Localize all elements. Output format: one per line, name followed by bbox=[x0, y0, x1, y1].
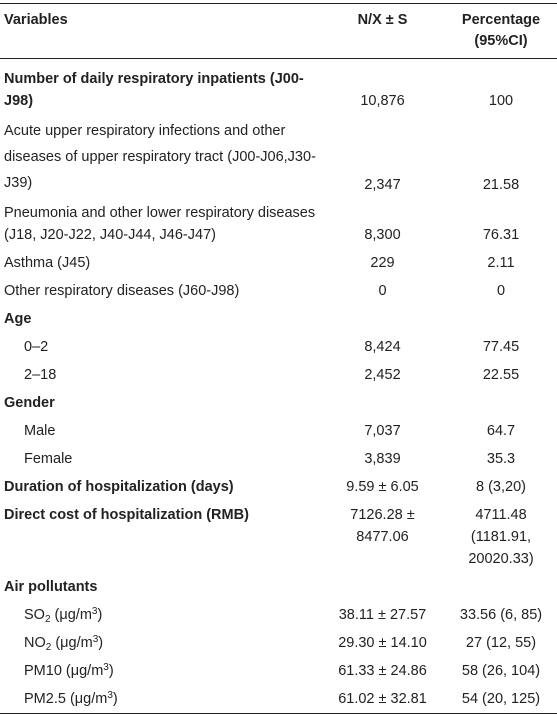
row-pct: 0 bbox=[496, 283, 506, 299]
pollutant-label: PM2.5 (μg/m3) bbox=[0, 685, 320, 714]
row-label: Female bbox=[24, 451, 73, 467]
row-n: 0 bbox=[378, 283, 387, 299]
unit-suffix: ) bbox=[108, 663, 114, 679]
table-row: PM2.5 (μg/m3) 61.02 ± 32.81 54 (20, 125) bbox=[0, 685, 557, 714]
table-row: Female 3,839 35.3 bbox=[0, 445, 557, 473]
section-label: Air pollutants bbox=[4, 579, 98, 595]
table-header-row: Variables N/X ± S Percentage (95%CI) bbox=[0, 3, 557, 59]
header-percentage-line2: (95%CI) bbox=[474, 33, 528, 49]
header-percentage: Percentage (95%CI) bbox=[445, 4, 557, 59]
row-n: 8,300 bbox=[364, 227, 401, 243]
row-n: 38.11 ± 27.57 bbox=[338, 607, 427, 623]
unit-prefix: (μg/m bbox=[51, 635, 93, 651]
row-pct: 21.58 bbox=[482, 177, 520, 193]
table-row: 2–18 2,452 22.55 bbox=[0, 361, 557, 389]
pollutant-name: SO bbox=[24, 607, 45, 623]
row-pct: 8 (3,20) bbox=[476, 479, 526, 495]
table-row: Number of daily respiratory inpatients (… bbox=[0, 59, 557, 116]
unit-superscript: 3 bbox=[91, 606, 98, 617]
header-variables: Variables bbox=[4, 12, 68, 28]
row-n: 2,347 bbox=[364, 177, 401, 193]
row-label: Other respiratory diseases (J60-J98) bbox=[4, 283, 240, 299]
row-pct: 64.7 bbox=[486, 423, 516, 439]
row-pct bbox=[445, 389, 557, 417]
unit-prefix: (μg/m bbox=[65, 691, 108, 707]
row-label: 2–18 bbox=[24, 367, 57, 383]
row-pct: 100 bbox=[488, 93, 514, 109]
section-row-air-pollutants: Air pollutants bbox=[0, 573, 557, 601]
row-pct: 58 (26, 104) bbox=[461, 663, 541, 679]
unit-superscript: 3 bbox=[92, 634, 99, 645]
table-row: NO2 (μg/m3) 29.30 ± 14.10 27 (12, 55) bbox=[0, 629, 557, 657]
row-label: Pneumonia and other lower respiratory di… bbox=[4, 205, 316, 243]
row-n bbox=[320, 573, 445, 601]
unit-suffix: ) bbox=[112, 691, 118, 707]
row-pct: 54 (20, 125) bbox=[461, 691, 541, 707]
pollutant-label: NO2 (μg/m3) bbox=[0, 629, 320, 657]
row-pct: 33.56 (6, 85) bbox=[459, 607, 543, 623]
row-n: 8,424 bbox=[364, 339, 401, 355]
row-pct: 4711.48 (1181.91, 20020.33) bbox=[468, 507, 534, 567]
pollutant-label: SO2 (μg/m3) bbox=[0, 601, 320, 629]
row-pct bbox=[445, 573, 557, 601]
row-label: Male bbox=[24, 423, 56, 439]
unit-prefix: (μg/m bbox=[61, 663, 104, 679]
pollutant-label: PM10 (μg/m3) bbox=[0, 657, 320, 685]
row-n: 7126.28 ± 8477.06 bbox=[350, 507, 415, 545]
statistics-table: Variables N/X ± S Percentage (95%CI) Numb… bbox=[0, 3, 557, 714]
row-label: Number of daily respiratory inpatients (… bbox=[4, 71, 304, 109]
unit-superscript: 3 bbox=[103, 662, 109, 673]
header-n-mean-sd: N/X ± S bbox=[357, 12, 408, 28]
row-n: 61.33 ± 24.86 bbox=[338, 663, 427, 679]
row-label: Direct cost of hospitalization (RMB) bbox=[4, 507, 249, 523]
row-pct: 76.31 bbox=[482, 227, 520, 243]
row-n bbox=[320, 305, 445, 333]
unit-suffix: ) bbox=[97, 607, 103, 623]
table-row: Asthma (J45) 229 2.11 bbox=[0, 249, 557, 277]
table-row: Other respiratory diseases (J60-J98) 0 0 bbox=[0, 277, 557, 305]
table-row: Acute upper respiratory infections and o… bbox=[0, 115, 557, 199]
row-label: Asthma (J45) bbox=[4, 255, 91, 271]
table-row: Direct cost of hospitalization (RMB) 712… bbox=[0, 501, 557, 573]
row-pct bbox=[445, 305, 557, 333]
row-n bbox=[320, 389, 445, 417]
unit-suffix: ) bbox=[98, 635, 104, 651]
row-pct: 27 (12, 55) bbox=[465, 635, 537, 651]
row-n: 3,839 bbox=[364, 451, 401, 467]
section-row-gender: Gender bbox=[0, 389, 557, 417]
row-pct: 35.3 bbox=[486, 451, 516, 467]
table-row: Male 7,037 64.7 bbox=[0, 417, 557, 445]
row-n: 7,037 bbox=[364, 423, 401, 439]
row-pct: 22.55 bbox=[482, 367, 520, 383]
table-row: 0–2 8,424 77.45 bbox=[0, 333, 557, 361]
row-n: 9.59 ± 6.05 bbox=[346, 479, 419, 495]
row-pct: 2.11 bbox=[487, 255, 515, 271]
unit-prefix: (μg/m bbox=[50, 607, 92, 623]
header-percentage-line1: Percentage bbox=[461, 12, 541, 28]
row-n: 29.30 ± 14.10 bbox=[338, 635, 427, 651]
row-label: Duration of hospitalization (days) bbox=[4, 479, 234, 495]
pollutant-name: NO bbox=[24, 635, 46, 651]
row-n: 10,876 bbox=[360, 93, 405, 109]
table-row: Duration of hospitalization (days) 9.59 … bbox=[0, 473, 557, 501]
row-n: 61.02 ± 32.81 bbox=[338, 691, 427, 707]
section-label: Age bbox=[4, 311, 32, 327]
section-label: Gender bbox=[4, 395, 55, 411]
pollutant-subscript: 2 bbox=[45, 642, 52, 653]
row-label: 0–2 bbox=[24, 339, 49, 355]
pollutant-name: PM2.5 bbox=[24, 691, 66, 707]
pollutant-subscript: 2 bbox=[44, 614, 51, 625]
table-row: SO2 (μg/m3) 38.11 ± 27.57 33.56 (6, 85) bbox=[0, 601, 557, 629]
section-row-age: Age bbox=[0, 305, 557, 333]
row-n: 2,452 bbox=[364, 367, 401, 383]
row-pct: 77.45 bbox=[482, 339, 520, 355]
row-label: Acute upper respiratory infections and o… bbox=[4, 123, 316, 191]
pollutant-name: PM10 bbox=[24, 663, 62, 679]
row-n: 229 bbox=[370, 255, 395, 271]
table-row: Pneumonia and other lower respiratory di… bbox=[0, 199, 557, 249]
table-row: PM10 (μg/m3) 61.33 ± 24.86 58 (26, 104) bbox=[0, 657, 557, 685]
